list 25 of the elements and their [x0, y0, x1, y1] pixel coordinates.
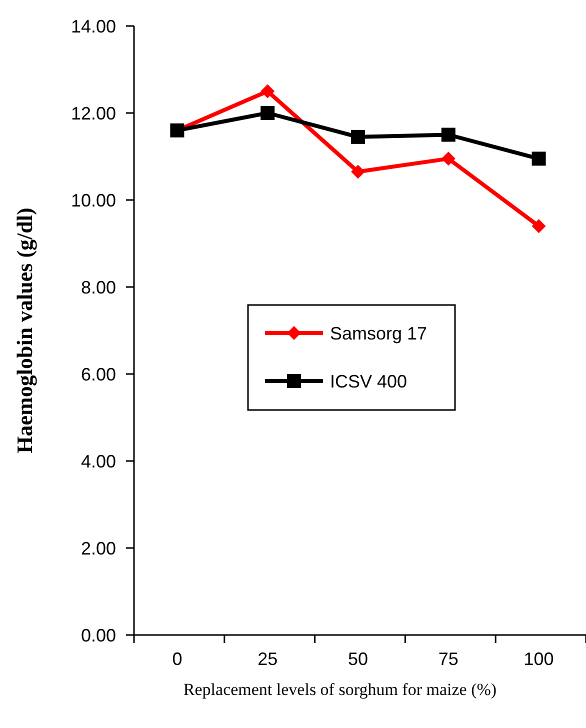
legend-label: ICSV 400 — [330, 371, 408, 392]
y-tick-label: 10.00 — [70, 190, 116, 210]
x-tick-label: 75 — [438, 649, 458, 669]
y-axis-title: Haemoglobin values (g/dl) — [12, 208, 37, 454]
point — [441, 152, 456, 166]
x-tick-label: 100 — [524, 649, 554, 669]
point — [351, 130, 365, 144]
x-tick-label: 0 — [172, 649, 182, 669]
point — [260, 106, 275, 120]
point — [532, 152, 546, 166]
y-tick-label: 0.00 — [80, 625, 116, 646]
x-tick-label: 50 — [348, 649, 368, 669]
x-tick-label: 25 — [258, 649, 278, 669]
legend-label: Samsorg 17 — [330, 323, 428, 344]
point — [532, 219, 546, 234]
y-tick-label: 14.00 — [70, 16, 116, 36]
y-tick-label: 12.00 — [70, 103, 116, 124]
y-tick-label: 2.00 — [80, 538, 116, 558]
point — [441, 128, 456, 142]
x-axis-title: Replacement levels of sorghum for maize (%) — [183, 680, 497, 699]
y-tick-label: 6.00 — [80, 364, 116, 384]
y-tick-label: 4.00 — [80, 451, 116, 472]
point — [260, 84, 275, 98]
point — [351, 164, 365, 179]
y-tick-label: 8.00 — [80, 277, 116, 298]
